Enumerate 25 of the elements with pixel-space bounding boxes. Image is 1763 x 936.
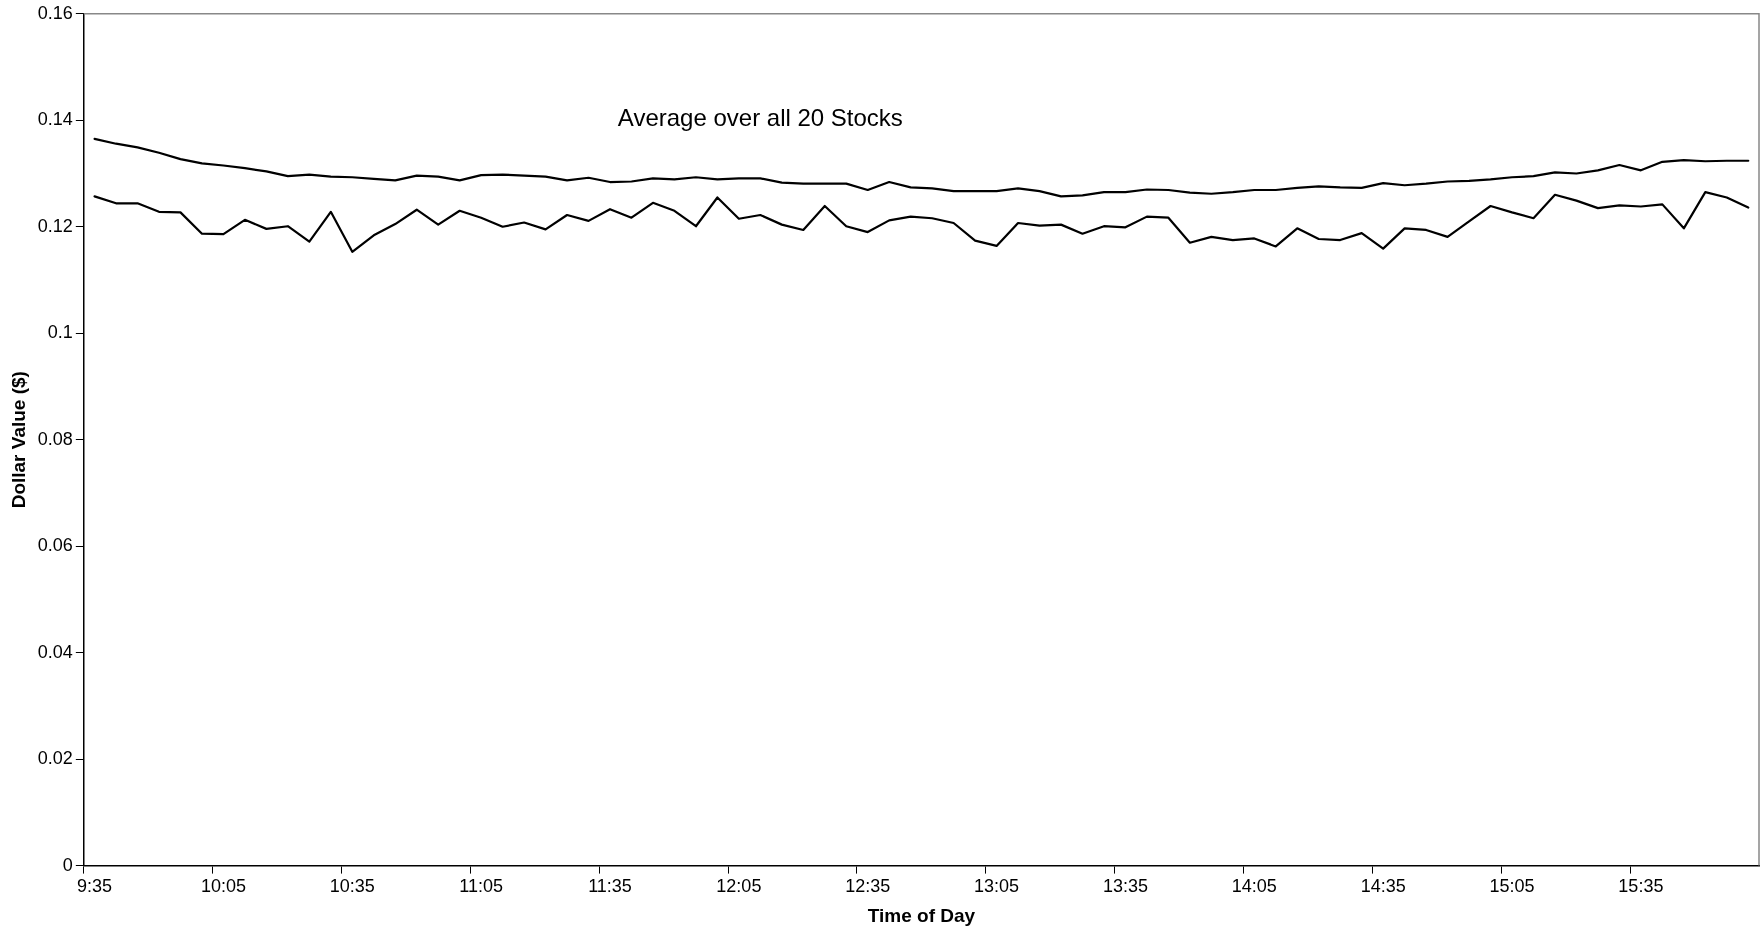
x-tick-label: 15:05 [1489,876,1535,897]
y-tick-label: 0.02 [37,748,73,769]
x-tick-label: 13:35 [1102,876,1148,897]
x-tick-label: 10:35 [329,876,375,897]
x-tick-label: 11:35 [588,876,632,897]
x-tick-label: 14:35 [1360,876,1406,897]
x-tick-label: 13:05 [974,876,1020,897]
x-tick-label: 9:35 [77,876,113,897]
x-axis-title: Time of Day [867,904,976,926]
y-tick-label: 0.1 [47,322,73,343]
y-tick-label: 0.16 [37,2,73,23]
x-tick-label: 15:35 [1618,876,1664,897]
x-tick-label: 12:05 [716,876,762,897]
y-tick-label: 0.12 [37,215,73,236]
y-tick-label: 0.06 [37,535,73,556]
y-tick-label: 0 [62,854,73,875]
y-tick-label: 0.04 [37,641,73,662]
y-axis-title: Dollar Value ($) [7,371,29,509]
y-tick-label: 0.08 [37,428,73,449]
x-tick-label: 11:05 [459,876,504,897]
x-tick-label: 12:35 [845,876,891,897]
x-tick-label: 10:05 [200,876,246,897]
x-tick-label: 14:05 [1231,876,1277,897]
y-tick-label: 0.14 [37,109,73,130]
text: Average over all 20 Stocks [617,103,903,131]
